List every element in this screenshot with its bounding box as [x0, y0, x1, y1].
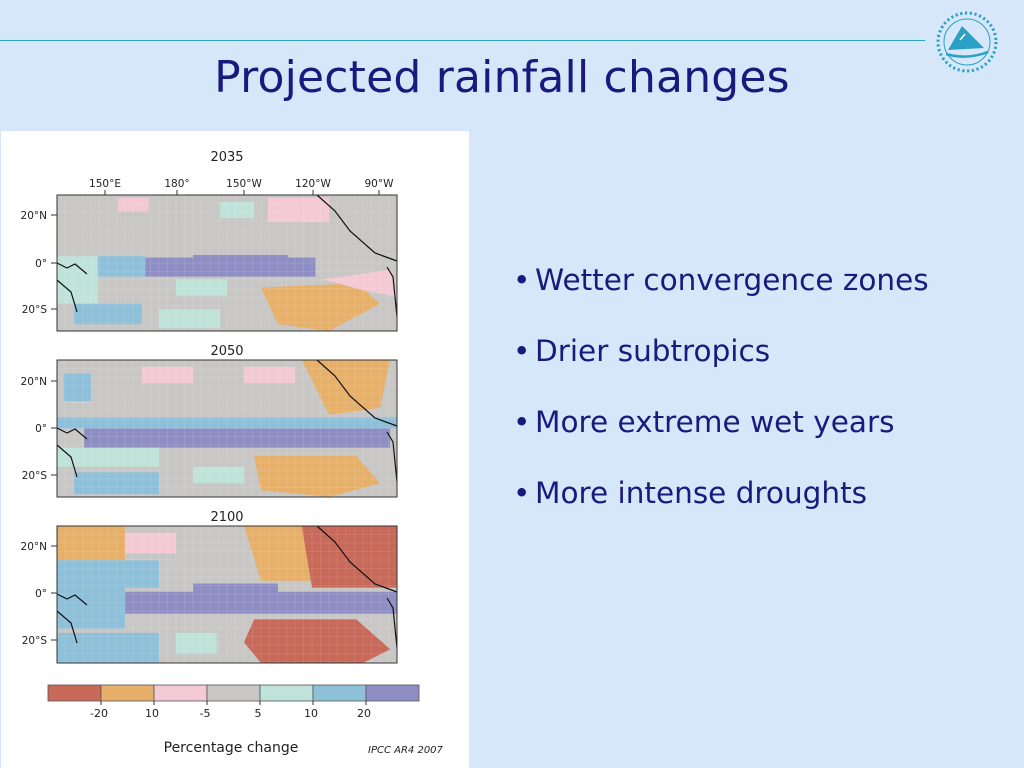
bullet-text: More extreme wet years: [535, 405, 895, 439]
figure-credit: IPCC AR4 2007: [368, 745, 443, 756]
longitude-label: 180°: [164, 178, 189, 190]
bullet-list: • Wetter convergence zones • Drier subtrop…: [513, 258, 1013, 542]
bullet-item: • Drier subtropics: [513, 334, 771, 368]
bullet-text: More intense droughts: [535, 476, 868, 510]
legend-title: Percentage change: [164, 740, 299, 756]
bullet-item: • More intense droughts: [513, 476, 868, 510]
longitude-label: 150°E: [89, 178, 121, 190]
latitude-label: 20°S: [22, 470, 48, 482]
legend-tick-label: 10: [145, 707, 159, 720]
latitude-label: 20°S: [22, 304, 48, 316]
legend-swatch: [312, 684, 367, 702]
legend-tick-label: 20: [357, 707, 371, 720]
rainfall-projection-figure: 150°E 180° 150°W 120°W 90°W 2035 20°N 0° 20°S 205…: [1, 131, 469, 768]
panel-year-label: 2050: [210, 344, 243, 359]
legend-swatch: [153, 684, 208, 702]
legend-swatch: [47, 684, 102, 702]
latitude-label: 0°: [35, 258, 47, 270]
panel-year-label: 2035: [210, 150, 243, 165]
latitude-label: 0°: [35, 423, 47, 435]
legend-tick-label: -5: [200, 707, 211, 720]
rainfall-map-panel: [56, 359, 398, 498]
organisation-logo-icon: [934, 10, 1000, 74]
longitude-label: 120°W: [295, 178, 331, 190]
legend-colorbar: [47, 684, 420, 702]
legend-swatch: [100, 684, 155, 702]
latitude-label: 0°: [35, 588, 47, 600]
header-rule: [0, 40, 925, 41]
bullet-text: Drier subtropics: [535, 334, 771, 368]
latitude-label: 20°S: [22, 635, 48, 647]
legend-swatch: [365, 684, 420, 702]
legend-swatch: [259, 684, 314, 702]
legend-swatch: [206, 684, 261, 702]
bullet-text: Wetter convergence zones: [535, 263, 929, 297]
bullet-item: • Wetter convergence zones: [513, 263, 929, 297]
rainfall-map-panel: [56, 194, 398, 332]
bullet-item: • More extreme wet years: [513, 405, 895, 439]
legend-tick-label: -20: [90, 707, 108, 720]
slide-title: Projected rainfall changes: [214, 52, 790, 103]
latitude-label: 20°N: [21, 376, 47, 388]
latitude-label: 20°N: [21, 541, 47, 553]
longitude-label: 90°W: [365, 178, 395, 190]
legend-tick-label: 10: [304, 707, 318, 720]
panel-year-label: 2100: [210, 510, 243, 525]
legend-tick-label: 5: [255, 707, 262, 720]
longitude-label: 150°W: [226, 178, 262, 190]
latitude-label: 20°N: [21, 210, 47, 222]
rainfall-map-panel: [56, 525, 398, 664]
